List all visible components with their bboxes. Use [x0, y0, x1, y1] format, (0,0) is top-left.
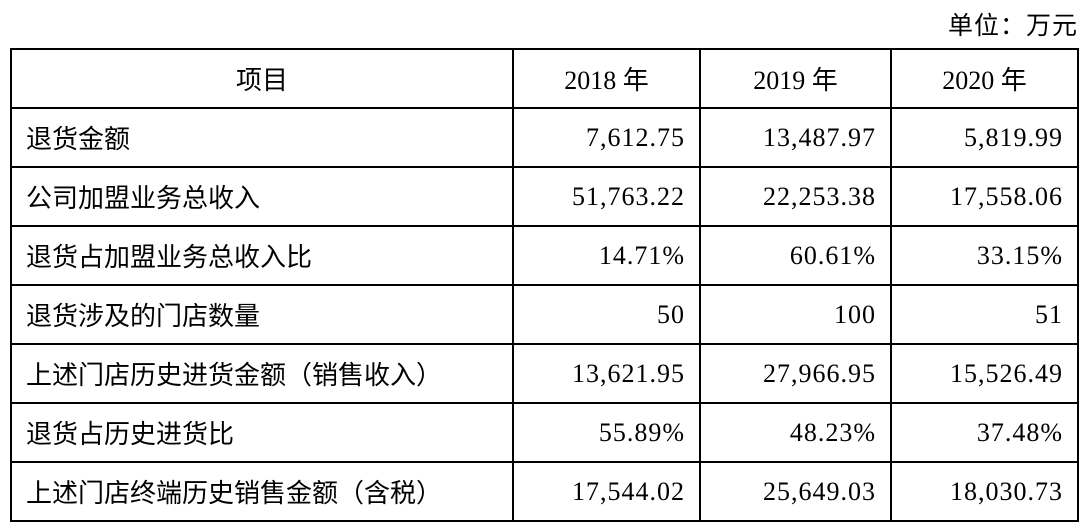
row-label: 上述门店历史进货金额（销售收入） [10, 343, 514, 404]
value-cell: 55.89% [512, 402, 701, 463]
row-label: 公司加盟业务总收入 [10, 166, 514, 227]
row-label: 退货占加盟业务总收入比 [10, 225, 514, 286]
table-row: 退货金额 7,612.75 13,487.97 5,819.99 [10, 107, 1079, 168]
table-row: 退货涉及的门店数量 50 100 51 [10, 284, 1079, 345]
column-header-year: 2018 年 [512, 48, 701, 109]
column-header-item: 项目 [10, 48, 514, 109]
unit-label: 单位：万元 [947, 13, 1078, 40]
value-cell: 27,966.95 [699, 343, 892, 404]
table-header: 项目 2018 年 2019 年 2020 年 [10, 48, 1079, 109]
column-header-year: 2020 年 [890, 48, 1079, 109]
value-cell: 22,253.38 [699, 166, 892, 227]
table-row: 退货占加盟业务总收入比 14.71% 60.61% 33.15% [10, 225, 1079, 286]
returns-financial-table: 项目 2018 年 2019 年 2020 年 退货金额 7,612.75 13,487.… [10, 48, 1079, 522]
value-cell: 60.61% [699, 225, 892, 286]
value-cell: 13,487.97 [699, 107, 892, 168]
value-cell: 7,612.75 [512, 107, 701, 168]
value-cell: 13,621.95 [512, 343, 701, 404]
table-row: 上述门店终端历史销售金额（含税） 17,544.02 25,649.03 18,030… [10, 461, 1079, 522]
row-label: 退货占历史进货比 [10, 402, 514, 463]
value-cell: 51 [890, 284, 1079, 345]
table-body: 退货金额 7,612.75 13,487.97 5,819.99 公司加盟业务总收入 51… [10, 107, 1079, 522]
value-cell: 5,819.99 [890, 107, 1079, 168]
value-cell: 17,558.06 [890, 166, 1079, 227]
value-cell: 51,763.22 [512, 166, 701, 227]
value-cell: 33.15% [890, 225, 1079, 286]
header-row: 项目 2018 年 2019 年 2020 年 [10, 48, 1079, 109]
value-cell: 15,526.49 [890, 343, 1079, 404]
row-label: 退货涉及的门店数量 [10, 284, 514, 345]
table-row: 公司加盟业务总收入 51,763.22 22,253.38 17,558.06 [10, 166, 1079, 227]
value-cell: 100 [699, 284, 892, 345]
value-cell: 50 [512, 284, 701, 345]
table-row: 退货占历史进货比 55.89% 48.23% 37.48% [10, 402, 1079, 463]
table-row: 上述门店历史进货金额（销售收入） 13,621.95 27,966.95 15,526… [10, 343, 1079, 404]
row-label: 退货金额 [10, 107, 514, 168]
value-cell: 25,649.03 [699, 461, 892, 522]
value-cell: 14.71% [512, 225, 701, 286]
row-label: 上述门店终端历史销售金额（含税） [10, 461, 514, 522]
value-cell: 17,544.02 [512, 461, 701, 522]
value-cell: 48.23% [699, 402, 892, 463]
value-cell: 37.48% [890, 402, 1079, 463]
value-cell: 18,030.73 [890, 461, 1079, 522]
column-header-year: 2019 年 [699, 48, 892, 109]
